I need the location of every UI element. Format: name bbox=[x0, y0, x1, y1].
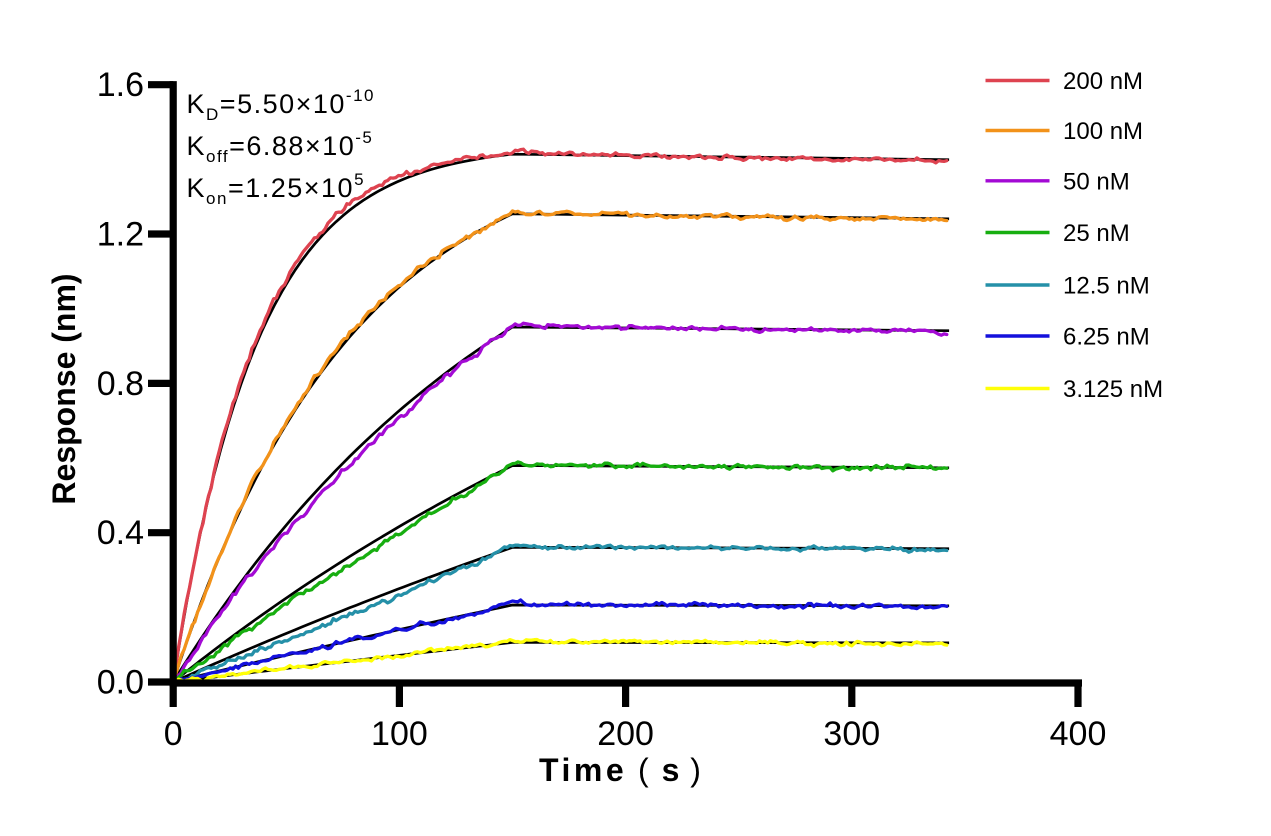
svg-text:0.8: 0.8 bbox=[97, 365, 144, 403]
svg-text:300: 300 bbox=[823, 715, 880, 753]
svg-text:6.25 nM: 6.25 nM bbox=[1063, 324, 1150, 351]
svg-text:50 nM: 50 nM bbox=[1063, 168, 1130, 195]
svg-text:1.6: 1.6 bbox=[97, 66, 144, 104]
svg-text:100 nM: 100 nM bbox=[1063, 118, 1143, 145]
svg-text:200: 200 bbox=[597, 715, 654, 753]
svg-text:3.125 nM: 3.125 nM bbox=[1063, 376, 1163, 403]
svg-text:0.4: 0.4 bbox=[97, 514, 144, 552]
svg-text:100: 100 bbox=[371, 715, 428, 753]
svg-text:Response (nm): Response (nm) bbox=[46, 273, 82, 504]
svg-text:0.0: 0.0 bbox=[97, 664, 144, 702]
svg-text:200 nM: 200 nM bbox=[1063, 68, 1143, 95]
svg-text:0: 0 bbox=[164, 715, 183, 753]
svg-text:1.2: 1.2 bbox=[97, 216, 144, 254]
svg-text:400: 400 bbox=[1050, 715, 1107, 753]
svg-text:Time ( s ): Time ( s ) bbox=[539, 752, 703, 788]
svg-text:25 nM: 25 nM bbox=[1063, 220, 1130, 247]
svg-text:12.5 nM: 12.5 nM bbox=[1063, 273, 1150, 300]
